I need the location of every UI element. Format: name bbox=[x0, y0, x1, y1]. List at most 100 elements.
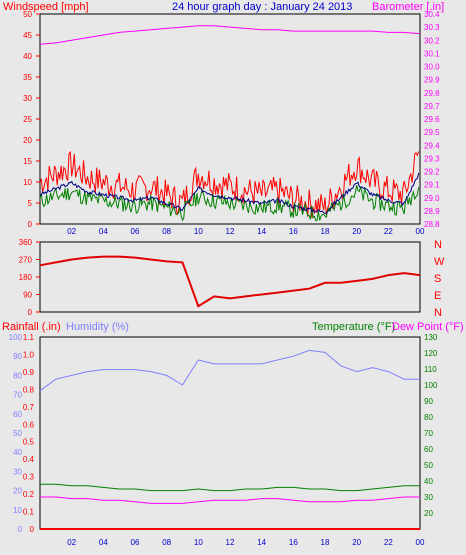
wind-x-tick-label: 20 bbox=[352, 227, 361, 236]
humidity-tick-label: 30 bbox=[13, 467, 22, 476]
humidity-tick-label: 60 bbox=[13, 410, 22, 419]
wind-tick-label: 50 bbox=[23, 10, 32, 19]
direction-tick-label: 360 bbox=[19, 238, 33, 247]
barometer-tick-label: 28.9 bbox=[424, 207, 440, 216]
temperature-tick-label: 120 bbox=[424, 349, 438, 358]
lower-x-tick-label: 02 bbox=[67, 538, 76, 547]
barometer-tick-label: 29.5 bbox=[424, 128, 440, 137]
lower-x-tick-label: 04 bbox=[99, 538, 108, 547]
rain-tick-label: 0 bbox=[30, 525, 35, 534]
wind-x-tick-label: 06 bbox=[131, 227, 140, 236]
dew-point-series bbox=[40, 496, 420, 504]
lower-x-tick-label: 16 bbox=[289, 538, 298, 547]
wind-tick-label: 25 bbox=[23, 115, 32, 124]
lower-x-tick-label: 10 bbox=[194, 538, 203, 547]
wind-tick-label: 45 bbox=[23, 31, 32, 40]
direction-tick-label: 90 bbox=[23, 291, 32, 300]
wind-axis-label: Windspeed [mph] bbox=[3, 1, 89, 13]
temperature-series bbox=[40, 483, 420, 492]
temperature-axis-label: Temperature (°F) bbox=[312, 321, 395, 333]
rain-tick-label: 0.8 bbox=[23, 385, 35, 394]
humidity-tick-label: 80 bbox=[13, 371, 22, 380]
lower-x-tick-label: 22 bbox=[384, 538, 393, 547]
barometer-tick-label: 30.0 bbox=[424, 63, 440, 72]
rain-tick-label: 0.1 bbox=[23, 508, 35, 517]
wind-tick-label: 20 bbox=[23, 136, 32, 145]
rain-tick-label: 0.9 bbox=[23, 368, 35, 377]
lower-x-tick-label: 18 bbox=[321, 538, 330, 547]
direction-letter: N bbox=[434, 307, 442, 319]
humidity-tick-label: 70 bbox=[13, 391, 22, 400]
temperature-tick-label: 110 bbox=[424, 365, 437, 374]
humidity-tick-label: 90 bbox=[13, 352, 22, 361]
temperature-tick-label: 90 bbox=[424, 397, 433, 406]
humidity-tick-label: 40 bbox=[13, 448, 22, 457]
barometer-tick-label: 29.0 bbox=[424, 194, 440, 203]
rain-tick-label: 0.3 bbox=[23, 473, 35, 482]
rain-tick-label: 0.7 bbox=[23, 403, 35, 412]
humidity-tick-label: 10 bbox=[13, 506, 22, 515]
humidity-axis-label: Humidity (%) bbox=[66, 321, 129, 333]
tick-layer: 0 5 10 15 20 25 30 35 40 45 50 28.8 28.9 29.0 29.1 29.2… bbox=[9, 10, 445, 547]
direction-tick-label: 0 bbox=[28, 308, 33, 317]
wind-tick-label: 0 bbox=[28, 220, 33, 229]
series-layer bbox=[39, 25, 421, 530]
temperature-tick-label: 30 bbox=[424, 493, 433, 502]
grid-layer bbox=[36, 13, 40, 313]
rain-tick-label: 0.6 bbox=[23, 420, 35, 429]
humidity-tick-label: 20 bbox=[13, 487, 22, 496]
lower-x-tick-label: 12 bbox=[226, 538, 235, 547]
barometer-tick-label: 29.6 bbox=[424, 115, 440, 124]
wind-average-series bbox=[39, 184, 420, 222]
lower-x-tick-label: 00 bbox=[416, 538, 425, 547]
rain-tick-label: 1.0 bbox=[23, 350, 35, 359]
barometer-tick-label: 30.4 bbox=[424, 10, 440, 19]
wind-x-tick-label: 10 bbox=[194, 227, 203, 236]
dew-point-axis-label: Dew Point (°F) bbox=[392, 321, 464, 333]
humidity-series bbox=[39, 349, 420, 392]
wind-tick-label: 40 bbox=[23, 52, 32, 61]
direction-letter: E bbox=[434, 290, 441, 302]
wind-x-tick-label: 12 bbox=[226, 227, 235, 236]
temperature-tick-label: 40 bbox=[424, 477, 433, 486]
direction-letter: N bbox=[434, 239, 442, 251]
barometer-tick-label: 28.8 bbox=[424, 220, 440, 229]
temperature-tick-label: 100 bbox=[424, 381, 438, 390]
lower-x-tick-label: 06 bbox=[131, 538, 140, 547]
wind-tick-label: 35 bbox=[23, 73, 32, 82]
wind-x-tick-label: 22 bbox=[384, 227, 393, 236]
temperature-tick-label: 80 bbox=[424, 413, 433, 422]
direction-letter: S bbox=[434, 273, 441, 285]
barometer-tick-label: 29.9 bbox=[424, 76, 440, 85]
wind-x-tick-label: 18 bbox=[321, 227, 330, 236]
barometer-tick-label: 29.7 bbox=[424, 102, 440, 111]
barometer-tick-label: 29.1 bbox=[424, 181, 440, 190]
direction-tick-label: 270 bbox=[19, 256, 33, 265]
wind-tick-label: 5 bbox=[28, 199, 33, 208]
rain-tick-label: 1.1 bbox=[23, 333, 35, 342]
wind-x-tick-label: 02 bbox=[67, 227, 76, 236]
chart-title: 24 hour graph day : January 24 2013 bbox=[172, 1, 352, 13]
rain-tick-label: 0.5 bbox=[23, 438, 35, 447]
temperature-tick-label: 20 bbox=[424, 509, 433, 518]
rain-tick-label: 0.4 bbox=[23, 455, 35, 464]
barometer-tick-label: 29.8 bbox=[424, 89, 440, 98]
humidity-tick-label: 100 bbox=[9, 333, 23, 342]
humidity-tick-label: 0 bbox=[18, 525, 23, 534]
wind-tick-label: 30 bbox=[23, 94, 32, 103]
wind-x-tick-label: 14 bbox=[257, 227, 266, 236]
humidity-tick-label: 50 bbox=[13, 429, 22, 438]
wind-x-tick-label: 00 bbox=[416, 227, 425, 236]
wind-tick-label: 15 bbox=[23, 157, 32, 166]
barometer-tick-label: 29.2 bbox=[424, 168, 440, 177]
wind-tick-label: 10 bbox=[23, 178, 32, 187]
lower-x-tick-label: 14 bbox=[257, 538, 266, 547]
wind-gust-series bbox=[39, 150, 420, 218]
direction-tick-label: 180 bbox=[19, 273, 33, 282]
barometer-tick-label: 30.1 bbox=[424, 49, 440, 58]
wind-x-tick-label: 04 bbox=[99, 227, 108, 236]
barometer-tick-label: 29.4 bbox=[424, 141, 440, 150]
temperature-tick-label: 130 bbox=[424, 333, 438, 342]
